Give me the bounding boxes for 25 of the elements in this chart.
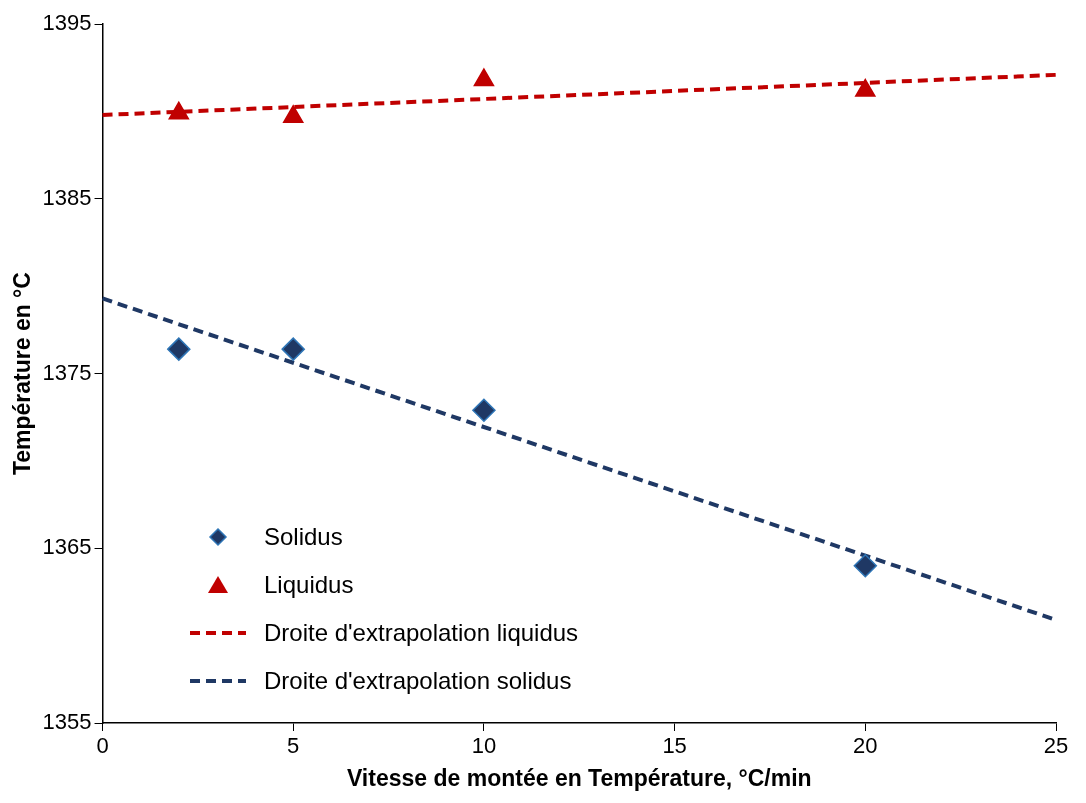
y-tick-label: 1375 <box>42 359 92 385</box>
y-tick-label: 1365 <box>42 534 92 560</box>
point <box>281 337 305 361</box>
y-tick-label: 1355 <box>42 709 92 735</box>
legend-label: Droite d'extrapolation liquidus <box>264 619 579 647</box>
x-tick-label: 20 <box>853 733 878 759</box>
x-tick-label: 5 <box>287 733 300 759</box>
y-tick-label: 1395 <box>42 10 92 36</box>
legend-label: Solidus <box>264 523 343 551</box>
y-tick-label: 1385 <box>42 184 92 210</box>
point <box>473 68 495 87</box>
x-tick-label: 10 <box>471 733 497 759</box>
point <box>168 101 190 120</box>
legend-label: Liquidus <box>264 571 354 599</box>
point <box>853 554 878 578</box>
legend-label: Droite d'extrapolation solidus <box>264 667 572 695</box>
x-axis-title: Vitesse de montée en Température, °C/min <box>346 764 812 791</box>
point <box>855 78 876 97</box>
point <box>472 398 496 423</box>
point <box>167 337 191 361</box>
x-tick-label: 25 <box>1043 733 1069 759</box>
x-tick-label: 15 <box>662 733 687 759</box>
point <box>282 105 304 124</box>
x-tick-label: 0 <box>96 733 109 759</box>
y-axis-title: Température en °C <box>9 272 36 476</box>
